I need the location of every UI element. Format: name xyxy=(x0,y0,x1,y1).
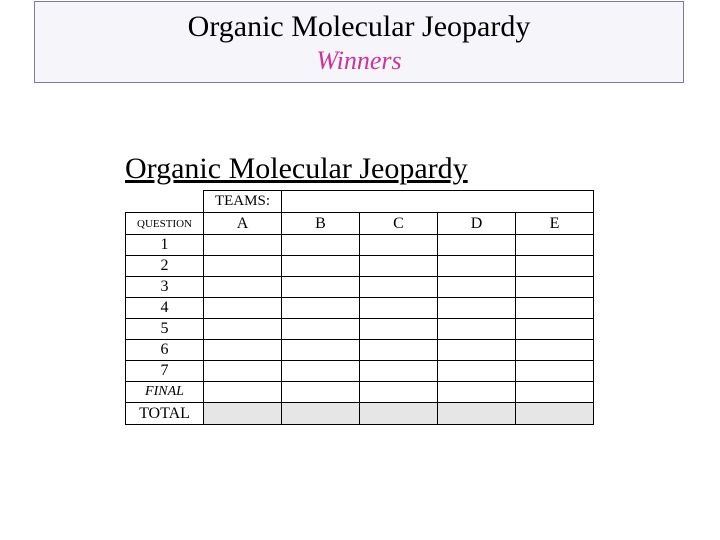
score-cell xyxy=(360,235,438,256)
score-cell xyxy=(516,256,594,277)
final-label: FINAL xyxy=(126,382,204,403)
score-cell xyxy=(204,298,282,319)
score-cell xyxy=(282,235,360,256)
team-col-b: B xyxy=(282,213,360,235)
score-cell xyxy=(438,361,516,382)
teams-label: TEAMS: xyxy=(204,191,282,213)
team-col-a: A xyxy=(204,213,282,235)
score-cell xyxy=(282,382,360,403)
score-cell xyxy=(438,256,516,277)
score-cell xyxy=(360,298,438,319)
question-num: 6 xyxy=(126,340,204,361)
blank-cell xyxy=(516,191,594,213)
score-cell xyxy=(360,361,438,382)
total-row: TOTAL xyxy=(126,403,594,425)
score-cell xyxy=(360,340,438,361)
table-row: 6 xyxy=(126,340,594,361)
table-row: 1 xyxy=(126,235,594,256)
board-title: Organic Molecular Jeopardy xyxy=(125,152,468,186)
jeopardy-score-table: TEAMS: QUESTION A B C D E 1 2 3 4 5 6 7 … xyxy=(125,190,594,425)
score-cell xyxy=(516,340,594,361)
score-cell xyxy=(360,319,438,340)
score-cell xyxy=(282,319,360,340)
score-cell xyxy=(438,382,516,403)
score-cell xyxy=(282,361,360,382)
total-cell xyxy=(360,403,438,425)
score-cell xyxy=(516,382,594,403)
total-cell xyxy=(516,403,594,425)
table-row: 4 xyxy=(126,298,594,319)
score-cell xyxy=(438,298,516,319)
blank-cell xyxy=(438,191,516,213)
blank-cell xyxy=(360,191,438,213)
score-cell xyxy=(438,235,516,256)
question-num: 1 xyxy=(126,235,204,256)
total-cell xyxy=(282,403,360,425)
team-col-c: C xyxy=(360,213,438,235)
teams-header-row: TEAMS: xyxy=(126,191,594,213)
score-cell xyxy=(282,298,360,319)
total-label: TOTAL xyxy=(126,403,204,425)
score-cell xyxy=(204,256,282,277)
score-cell xyxy=(516,298,594,319)
table-row: 3 xyxy=(126,277,594,298)
question-num: 7 xyxy=(126,361,204,382)
score-cell xyxy=(516,235,594,256)
final-row: FINAL xyxy=(126,382,594,403)
score-cell xyxy=(438,319,516,340)
table-row: 2 xyxy=(126,256,594,277)
score-cell xyxy=(204,277,282,298)
score-cell xyxy=(438,277,516,298)
score-cell xyxy=(282,256,360,277)
score-cell xyxy=(438,340,516,361)
score-cell xyxy=(360,277,438,298)
table-row: 5 xyxy=(126,319,594,340)
score-cell xyxy=(360,382,438,403)
total-cell xyxy=(438,403,516,425)
table-row: 7 xyxy=(126,361,594,382)
blank-cell xyxy=(126,191,204,213)
question-num: 3 xyxy=(126,277,204,298)
page-title: Organic Molecular Jeopardy xyxy=(35,10,683,44)
page-subtitle: Winners xyxy=(35,46,683,76)
score-cell xyxy=(204,382,282,403)
team-col-d: D xyxy=(438,213,516,235)
score-cell xyxy=(204,235,282,256)
score-cell xyxy=(282,277,360,298)
team-col-e: E xyxy=(516,213,594,235)
question-header: QUESTION xyxy=(126,213,204,235)
question-num: 5 xyxy=(126,319,204,340)
question-num: 2 xyxy=(126,256,204,277)
score-cell xyxy=(516,277,594,298)
score-cell xyxy=(360,256,438,277)
score-cell xyxy=(516,361,594,382)
title-box: Organic Molecular Jeopardy Winners xyxy=(34,1,684,83)
blank-cell xyxy=(282,191,360,213)
score-cell xyxy=(516,319,594,340)
score-cell xyxy=(204,319,282,340)
question-num: 4 xyxy=(126,298,204,319)
score-cell xyxy=(282,340,360,361)
total-cell xyxy=(204,403,282,425)
score-cell xyxy=(204,340,282,361)
score-cell xyxy=(204,361,282,382)
column-header-row: QUESTION A B C D E xyxy=(126,213,594,235)
